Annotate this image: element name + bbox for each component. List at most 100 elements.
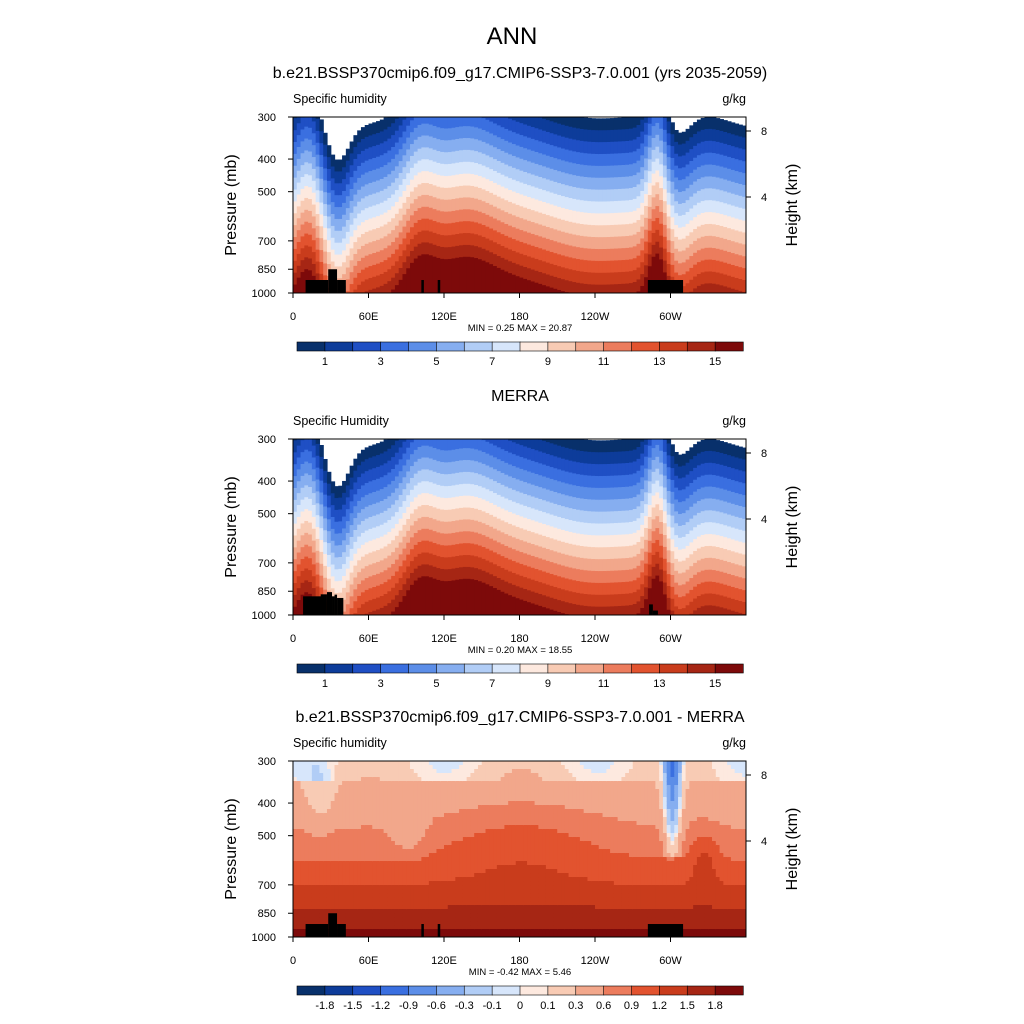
y-right-tick-label: 8 [761, 770, 767, 782]
units-label: g/kg [722, 92, 746, 106]
terrain-mask [337, 597, 344, 615]
colorbar-label: -1.8 [315, 1000, 334, 1012]
colorbar-swatch [631, 341, 660, 352]
min-max-stats: MIN = -0.42 MAX = 5.46 [469, 967, 571, 978]
min-max-stats: MIN = 0.20 MAX = 18.55 [468, 645, 573, 656]
colorbar-label: -0.1 [483, 1000, 502, 1012]
colorbar-label: 9 [545, 678, 551, 690]
colorbar-swatch [380, 663, 410, 674]
y-right-tick-label: 4 [761, 836, 767, 848]
colorbar-label: 0.1 [540, 1000, 555, 1012]
y-right-tick-label: 8 [761, 126, 767, 138]
y-axis-title: Pressure (mb) [223, 154, 240, 255]
colorbar-swatch [296, 985, 326, 996]
x-tick-label: 120E [431, 633, 457, 645]
colorbar-swatch [659, 663, 688, 674]
colorbar-swatch [631, 985, 660, 996]
colorbar-label: 0.9 [624, 1000, 639, 1012]
x-tick-label: 60E [359, 311, 379, 323]
x-tick-label: 120W [581, 955, 610, 967]
x-tick-label: 0 [290, 311, 296, 323]
x-tick-label: 60W [659, 955, 682, 967]
terrain-mask [647, 924, 684, 937]
terrain-mask [334, 594, 338, 615]
y-tick-label: 850 [258, 908, 276, 920]
x-tick-label: 120W [581, 311, 610, 323]
colorbar-label: 0.6 [596, 1000, 611, 1012]
colorbar-label: -0.3 [455, 1000, 474, 1012]
y-right-axis-title: Height (km) [784, 486, 801, 569]
field-label: Specific humidity [293, 92, 388, 106]
panel-title: b.e21.BSSP370cmip6.f09_g17.CMIP6-SSP3-7.… [273, 65, 768, 82]
colorbar-swatch [296, 341, 326, 352]
colorbar-swatch [408, 985, 437, 996]
y-tick-label: 400 [258, 476, 276, 488]
terrain-mask [421, 924, 424, 937]
panel-1: b.e21.BSSP370cmip6.f09_g17.CMIP6-SSP3-7.… [223, 65, 801, 368]
colorbar-swatch [519, 985, 549, 996]
main-title: ANN [487, 23, 538, 50]
units-label: g/kg [722, 414, 746, 428]
colorbar-label: -1.5 [343, 1000, 362, 1012]
x-tick-label: 0 [290, 955, 296, 967]
y-tick-label: 850 [258, 586, 276, 598]
y-tick-label: 1000 [252, 932, 276, 944]
terrain-mask [305, 280, 329, 293]
terrain-mask [337, 924, 346, 937]
colorbar-swatch [352, 663, 382, 674]
colorbar-swatch [714, 341, 744, 352]
colorbar-label: 13 [653, 678, 665, 690]
y-tick-label: 500 [258, 509, 276, 521]
terrain-mask [421, 280, 424, 293]
x-tick-label: 180 [510, 955, 528, 967]
colorbar-swatch [380, 341, 410, 352]
colorbar-label: 1.8 [707, 1000, 722, 1012]
terrain-mask [305, 924, 329, 937]
y-tick-label: 700 [258, 558, 276, 570]
colorbar-swatch [575, 341, 605, 352]
colorbar-swatch [324, 663, 354, 674]
y-tick-label: 500 [258, 187, 276, 199]
y-tick-label: 400 [258, 798, 276, 810]
terrain-mask [328, 269, 338, 293]
units-label: g/kg [722, 736, 746, 750]
x-tick-label: 60E [359, 633, 379, 645]
colorbar-label: 5 [433, 678, 439, 690]
colorbar: 1 3 5 7 9 11 13 15 [296, 341, 744, 368]
colorbar-swatch [436, 341, 465, 352]
colorbar-swatch [603, 341, 633, 352]
colorbar-swatch [296, 663, 326, 674]
colorbar-swatch [659, 341, 688, 352]
colorbar-swatch [408, 341, 437, 352]
y-tick-label: 500 [258, 831, 276, 843]
colorbar-label: 7 [489, 356, 495, 368]
y-right-tick-label: 4 [761, 192, 767, 204]
y-tick-label: 1000 [252, 610, 276, 622]
colorbar-swatch [603, 985, 633, 996]
colorbar-label: 9 [545, 356, 551, 368]
colorbar-swatch [491, 663, 521, 674]
colorbar-label: -0.9 [399, 1000, 418, 1012]
x-tick-label: 60W [659, 311, 682, 323]
x-tick-label: 120E [431, 311, 457, 323]
y-right-axis-title: Height (km) [784, 808, 801, 891]
colorbar-swatch [380, 985, 410, 996]
colorbar-label: 1 [322, 678, 328, 690]
y-tick-label: 1000 [252, 288, 276, 300]
colorbar-swatch [714, 985, 744, 996]
colorbar-label: 1.5 [680, 1000, 695, 1012]
contour-field [293, 117, 746, 293]
contour-field [293, 761, 746, 937]
field-label: Specific humidity [293, 736, 388, 750]
colorbar: 1 3 5 7 9 11 13 15 [296, 663, 744, 690]
x-tick-label: 120E [431, 955, 457, 967]
y-tick-label: 300 [258, 112, 276, 124]
colorbar-label: 13 [653, 356, 665, 368]
x-tick-label: 120W [581, 633, 610, 645]
colorbar-label: 15 [709, 356, 721, 368]
colorbar-swatch [491, 341, 521, 352]
colorbar-swatch [547, 341, 577, 352]
y-tick-label: 300 [258, 756, 276, 768]
x-tick-label: 60W [659, 633, 682, 645]
